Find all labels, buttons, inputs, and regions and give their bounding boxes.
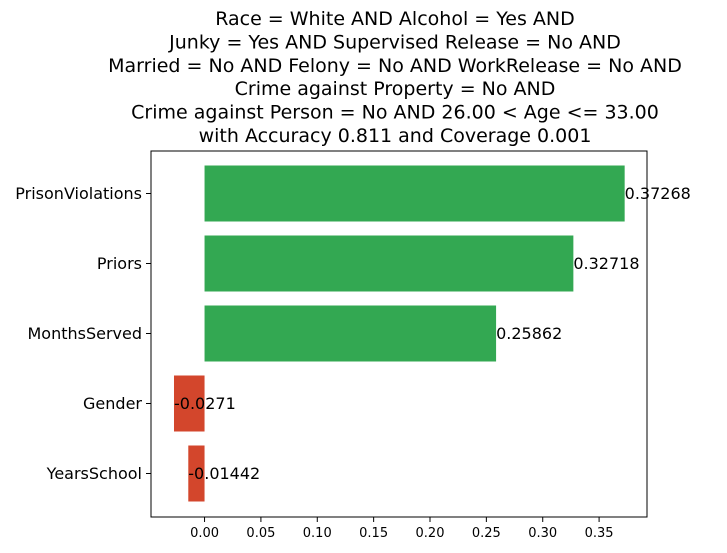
x-axis: 0.00 0.05 0.10 0.15 0.20 0.25 0.30 0.35 [190, 517, 614, 541]
title-line-5: Crime against Person = No AND 26.00 < Ag… [131, 102, 659, 124]
value-label-Gender: -0.0271 [174, 394, 236, 413]
title-line-2: Junky = Yes AND Supervised Release = No … [168, 31, 621, 53]
bar-PrisonViolations [204, 165, 625, 222]
chart-title: Race = White AND Alcohol = Yes ANDJunky … [108, 8, 682, 147]
data-labels: 0.37268 0.32718 0.25862 -0.0271 -0.01442 [174, 184, 691, 483]
x-tick-label-1: 0.05 [246, 526, 275, 541]
title-line-6: with Accuracy 0.811 and Coverage 0.001 [199, 125, 592, 147]
title-line-3: Married = No AND Felony = No AND WorkRel… [108, 55, 682, 77]
y-tick-label-Gender: Gender [83, 394, 142, 413]
x-tick-label-5: 0.25 [472, 526, 501, 541]
x-tick-label-7: 0.35 [585, 526, 614, 541]
value-label-Priors: 0.32718 [573, 254, 639, 273]
bar-MonthsServed [204, 305, 497, 362]
value-label-YearsSchool: -0.01442 [188, 464, 260, 483]
x-tick-label-2: 0.10 [303, 526, 332, 541]
bar-YearsSchool [188, 445, 205, 502]
bars [173, 165, 625, 502]
bar-Gender [173, 375, 205, 432]
y-tick-label-Priors: Priors [97, 254, 142, 273]
x-tick-label-3: 0.15 [359, 526, 388, 541]
y-tick-label-PrisonViolations: PrisonViolations [15, 184, 142, 203]
title-line-4: Crime against Property = No AND [235, 78, 556, 100]
value-label-MonthsServed: 0.25862 [496, 324, 562, 343]
y-axis: PrisonViolations Priors MonthsServed Gender… [15, 184, 151, 483]
x-tick-label-0: 0.00 [190, 526, 219, 541]
y-tick-label-YearsSchool: YearsSchool [46, 464, 142, 483]
bar-Priors [204, 235, 574, 292]
x-tick-label-6: 0.30 [528, 526, 557, 541]
x-tick-label-4: 0.20 [416, 526, 445, 541]
title-line-1: Race = White AND Alcohol = Yes AND [215, 8, 575, 30]
value-label-PrisonViolations: 0.37268 [625, 184, 691, 203]
y-tick-label-MonthsServed: MonthsServed [27, 324, 142, 343]
